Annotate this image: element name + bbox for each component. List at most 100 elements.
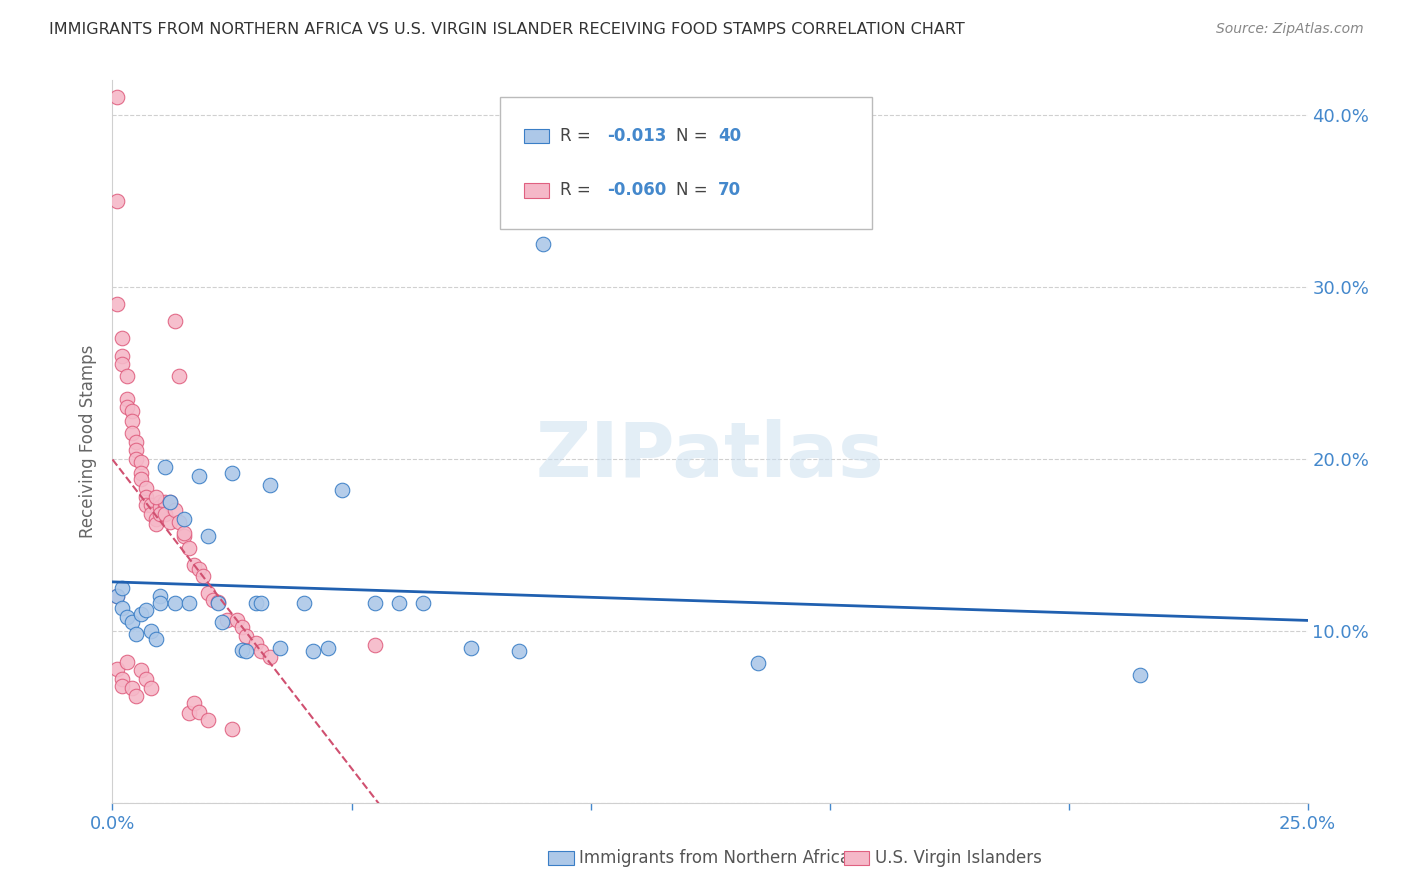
- Point: [145, 632, 167, 647]
- Point: [115, 655, 138, 669]
- Point: [135, 498, 157, 512]
- Text: N =: N =: [676, 128, 713, 145]
- Point: [269, 640, 291, 655]
- Point: [231, 620, 253, 634]
- Point: [125, 451, 148, 466]
- Point: [135, 672, 157, 686]
- Point: [129, 472, 152, 486]
- Point: [177, 596, 200, 610]
- Point: [235, 629, 257, 643]
- Point: [177, 541, 200, 556]
- Point: [135, 481, 157, 495]
- Point: [115, 369, 138, 384]
- Point: [197, 529, 219, 543]
- Point: [125, 434, 148, 449]
- Point: [105, 662, 128, 676]
- Point: [169, 369, 191, 384]
- Point: [145, 517, 167, 532]
- Point: [153, 507, 176, 521]
- Point: [183, 558, 205, 573]
- Point: [159, 494, 181, 508]
- Point: [111, 672, 134, 686]
- Point: [153, 500, 176, 514]
- Point: [245, 596, 267, 610]
- Point: [187, 562, 209, 576]
- Point: [316, 640, 339, 655]
- Point: [121, 414, 143, 428]
- Point: [129, 607, 152, 621]
- Point: [129, 664, 152, 678]
- Text: -0.013: -0.013: [607, 128, 666, 145]
- Point: [135, 603, 157, 617]
- Point: [159, 494, 181, 508]
- Text: Source: ZipAtlas.com: Source: ZipAtlas.com: [1216, 22, 1364, 37]
- Point: [1129, 668, 1152, 682]
- Point: [139, 624, 162, 638]
- Point: [201, 592, 224, 607]
- Point: [245, 636, 267, 650]
- Point: [221, 722, 243, 736]
- Point: [111, 679, 134, 693]
- Point: [111, 601, 134, 615]
- Point: [129, 466, 152, 480]
- Point: [747, 657, 769, 671]
- Point: [121, 403, 143, 417]
- Point: [149, 596, 172, 610]
- Point: [121, 681, 143, 695]
- Point: [163, 503, 186, 517]
- Point: [173, 512, 195, 526]
- Point: [115, 610, 138, 624]
- Point: [163, 596, 186, 610]
- Point: [231, 642, 253, 657]
- Y-axis label: Receiving Food Stamps: Receiving Food Stamps: [79, 345, 97, 538]
- Text: Immigrants from Northern Africa: Immigrants from Northern Africa: [579, 849, 851, 867]
- Point: [508, 644, 530, 658]
- Point: [173, 529, 195, 543]
- Point: [111, 349, 134, 363]
- Point: [105, 297, 128, 311]
- Point: [163, 314, 186, 328]
- Point: [139, 681, 162, 695]
- Point: [249, 596, 271, 610]
- Point: [292, 596, 315, 610]
- Point: [145, 490, 167, 504]
- Point: [207, 596, 229, 610]
- Text: -0.060: -0.060: [607, 181, 666, 200]
- Point: [105, 90, 128, 104]
- Point: [183, 696, 205, 710]
- Point: [121, 425, 143, 440]
- Point: [330, 483, 353, 497]
- Point: [193, 568, 215, 582]
- Point: [139, 498, 162, 512]
- Point: [125, 627, 148, 641]
- Point: [221, 466, 243, 480]
- Point: [149, 507, 172, 521]
- Point: [235, 644, 257, 658]
- Point: [153, 494, 176, 508]
- Point: [105, 194, 128, 208]
- Text: N =: N =: [676, 181, 713, 200]
- Text: R =: R =: [561, 128, 596, 145]
- Text: IMMIGRANTS FROM NORTHERN AFRICA VS U.S. VIRGIN ISLANDER RECEIVING FOOD STAMPS CO: IMMIGRANTS FROM NORTHERN AFRICA VS U.S. …: [49, 22, 965, 37]
- Point: [364, 596, 387, 610]
- Text: U.S. Virgin Islanders: U.S. Virgin Islanders: [875, 849, 1042, 867]
- Point: [259, 649, 281, 664]
- Point: [105, 590, 128, 604]
- Point: [135, 490, 157, 504]
- Point: [249, 644, 271, 658]
- Text: 40: 40: [718, 128, 741, 145]
- Point: [187, 469, 209, 483]
- Point: [460, 640, 482, 655]
- Point: [187, 705, 209, 719]
- Text: R =: R =: [561, 181, 596, 200]
- Point: [412, 596, 434, 610]
- Text: 70: 70: [718, 181, 741, 200]
- Point: [125, 689, 148, 703]
- Point: [259, 477, 281, 491]
- Point: [388, 596, 411, 610]
- Point: [197, 713, 219, 727]
- Point: [207, 594, 229, 608]
- Point: [149, 590, 172, 604]
- Point: [115, 392, 138, 406]
- Point: [129, 455, 152, 469]
